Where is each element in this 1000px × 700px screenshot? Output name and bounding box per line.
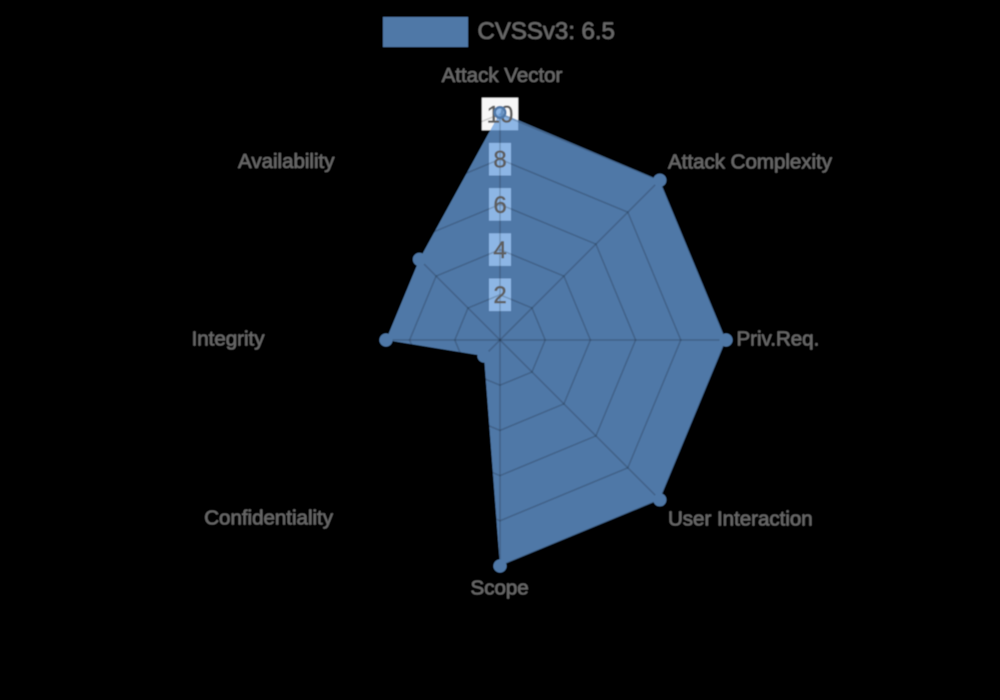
svg-text:Attack Complexity: Attack Complexity — [668, 150, 833, 173]
svg-text:Priv.Req.: Priv.Req. — [737, 328, 820, 351]
svg-text:8: 8 — [493, 147, 506, 174]
svg-text:Integrity: Integrity — [192, 328, 266, 351]
svg-text:Scope: Scope — [471, 577, 529, 600]
svg-text:Confidentiality: Confidentiality — [204, 507, 334, 530]
svg-text:Availability: Availability — [238, 150, 335, 173]
svg-text:CVSSv3: 6.5: CVSSv3: 6.5 — [478, 18, 615, 45]
svg-text:4: 4 — [493, 237, 506, 264]
svg-text:Attack Vector: Attack Vector — [442, 64, 563, 87]
svg-text:User Interaction: User Interaction — [668, 508, 813, 531]
svg-text:2: 2 — [493, 282, 506, 309]
svg-text:6: 6 — [493, 192, 506, 219]
